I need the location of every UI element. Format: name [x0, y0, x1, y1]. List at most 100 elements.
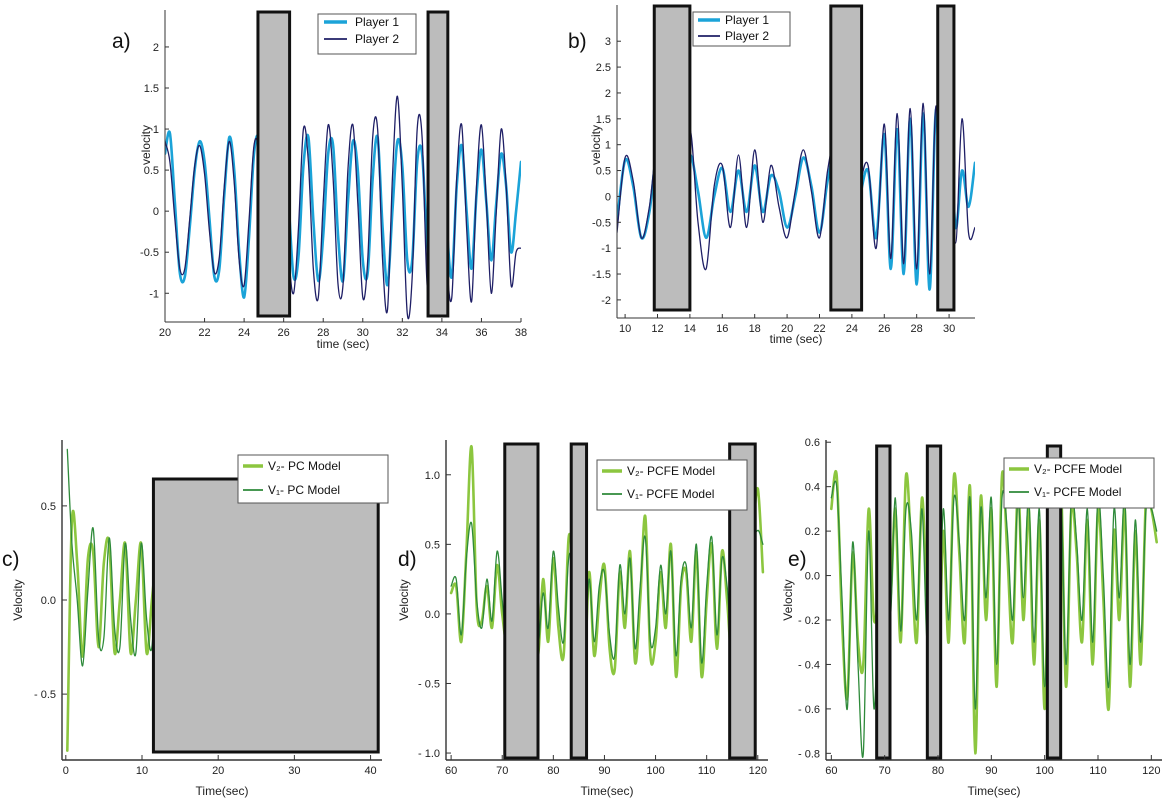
- series-line-2: [66, 448, 158, 667]
- y-tick-label: - 0.5: [34, 689, 56, 701]
- legend: Player 1 Player 2: [692, 11, 791, 47]
- x-tick-label: 28: [911, 323, 923, 335]
- y-tick-label: 0.0: [805, 571, 820, 583]
- y-tick-label: 2: [153, 42, 159, 54]
- y-tick-label: 0: [605, 191, 611, 203]
- shaded-interval-3: [936, 4, 956, 312]
- x-tick-label: 40: [364, 765, 376, 777]
- x-tick-label: 110: [1089, 765, 1107, 777]
- y-axis-label: Velocity: [781, 579, 795, 620]
- shaded-interval-2: [569, 442, 589, 760]
- y-tick-label: 0.0: [425, 609, 440, 621]
- x-tick-label: 18: [749, 323, 761, 335]
- y-tick-label: 1.0: [425, 470, 440, 482]
- x-tick-label: 22: [198, 327, 210, 339]
- x-tick-label: 12: [651, 323, 663, 335]
- y-tick-label: -1: [601, 243, 611, 255]
- y-tick-label: 1: [153, 124, 159, 136]
- y-tick-label: 0.5: [425, 539, 440, 551]
- y-tick-label: 3: [605, 36, 611, 48]
- shaded-interval-2: [426, 10, 450, 318]
- y-tick-label: - 1.0: [418, 748, 440, 760]
- x-tick-label: 0: [63, 765, 69, 777]
- x-tick-label: 90: [598, 765, 610, 777]
- legend: V₂- PCFE Model V₁- PCFE Model: [1003, 457, 1155, 509]
- panel-3: c) 0 10 20 30 40 - 0.5 0.0 0.5 Time(sec) Velocity V…: [2, 440, 389, 798]
- y-tick-label: 0.6: [805, 437, 820, 449]
- x-axis-label: time (sec): [317, 337, 370, 351]
- shaded-interval-1: [652, 4, 692, 312]
- y-tick-label: -0.5: [140, 247, 159, 259]
- x-axis-label: time (sec): [770, 332, 823, 346]
- x-tick-label: 30: [288, 765, 300, 777]
- y-tick-label: 2.5: [596, 62, 611, 74]
- x-tick-label: 26: [878, 323, 890, 335]
- x-tick-label: 80: [932, 765, 944, 777]
- y-tick-label: 2: [605, 88, 611, 100]
- legend-entry: V₂- PCFE Model: [1034, 462, 1122, 476]
- legend-entry: V₁- PCFE Model: [1034, 485, 1121, 499]
- legend: V₂- PC Model V₁- PC Model: [237, 454, 389, 504]
- x-tick-label: 60: [825, 765, 837, 777]
- shaded-interval-2: [829, 4, 864, 312]
- panel-5: e) 60 70 80 90 100 110 120 - 0.8 - 0.6 - 0.4 - 0.2 0…: [781, 437, 1162, 798]
- x-tick-label: 38: [515, 327, 527, 339]
- y-tick-label: - 0.2: [798, 615, 820, 627]
- panel-1: a) 20 22 24 26 28 30 32 34 36 38 -1 -0.5 0 0.5 1 1.5 2 tim…: [112, 10, 527, 351]
- x-axis-label: Time(sec): [968, 784, 1021, 798]
- plot-area: [165, 95, 521, 320]
- x-tick-label: 10: [619, 323, 631, 335]
- x-tick-label: 20: [159, 327, 171, 339]
- x-tick-label: 36: [475, 327, 487, 339]
- x-tick-label: 10: [136, 765, 148, 777]
- legend-box: [596, 459, 748, 511]
- y-axis-label: velocity: [139, 125, 153, 165]
- shaded-interval-1: [503, 442, 540, 760]
- x-tick-label: 120: [1142, 765, 1160, 777]
- y-axis-label: Velocity: [11, 579, 25, 620]
- y-axis-label: velocity: [589, 125, 603, 165]
- x-tick-label: 60: [445, 765, 457, 777]
- y-tick-label: 0: [153, 206, 159, 218]
- y-tick-label: - 0.4: [798, 659, 820, 671]
- shaded-interval-1: [875, 444, 892, 760]
- x-tick-label: 100: [646, 765, 664, 777]
- x-axis-label: Time(sec): [581, 784, 634, 798]
- panel-letter: c): [2, 548, 20, 571]
- shaded-interval-2: [925, 444, 943, 760]
- series-line-2: [165, 95, 521, 320]
- x-tick-label: 14: [684, 323, 696, 335]
- legend-entry: V₂- PC Model: [268, 459, 341, 473]
- x-tick-label: 30: [357, 327, 369, 339]
- plot-area: [66, 448, 159, 752]
- panel-letter: a): [112, 30, 131, 53]
- x-tick-label: 20: [781, 323, 793, 335]
- legend-box: [692, 11, 791, 47]
- shaded-interval-3: [1045, 444, 1063, 760]
- y-tick-label: 0.5: [41, 501, 56, 513]
- y-tick-label: 0.5: [144, 165, 159, 177]
- y-tick-label: 0.5: [596, 166, 611, 178]
- x-tick-label: 20: [212, 765, 224, 777]
- x-tick-label: 70: [879, 765, 891, 777]
- y-tick-label: 1.5: [596, 114, 611, 126]
- x-tick-label: 110: [698, 765, 716, 777]
- x-tick-label: 28: [317, 327, 329, 339]
- legend: Player 1 Player 2: [317, 13, 417, 55]
- x-tick-label: 70: [496, 765, 508, 777]
- y-tick-label: 0.2: [805, 526, 820, 538]
- x-tick-label: 120: [749, 765, 767, 777]
- series-line-1: [66, 509, 159, 752]
- y-axis-label: Velocity: [397, 579, 411, 620]
- shaded-interval-1: [151, 477, 380, 754]
- y-tick-label: - 0.6: [798, 704, 820, 716]
- x-tick-label: 100: [1035, 765, 1053, 777]
- y-tick-label: -1.5: [592, 269, 611, 281]
- x-tick-label: 24: [238, 327, 250, 339]
- x-axis-label: Time(sec): [196, 784, 249, 798]
- legend-entry: V₁- PC Model: [268, 483, 340, 497]
- y-tick-label: -1: [149, 288, 159, 300]
- y-tick-label: 0.4: [805, 482, 820, 494]
- x-tick-label: 16: [716, 323, 728, 335]
- x-tick-label: 34: [436, 327, 448, 339]
